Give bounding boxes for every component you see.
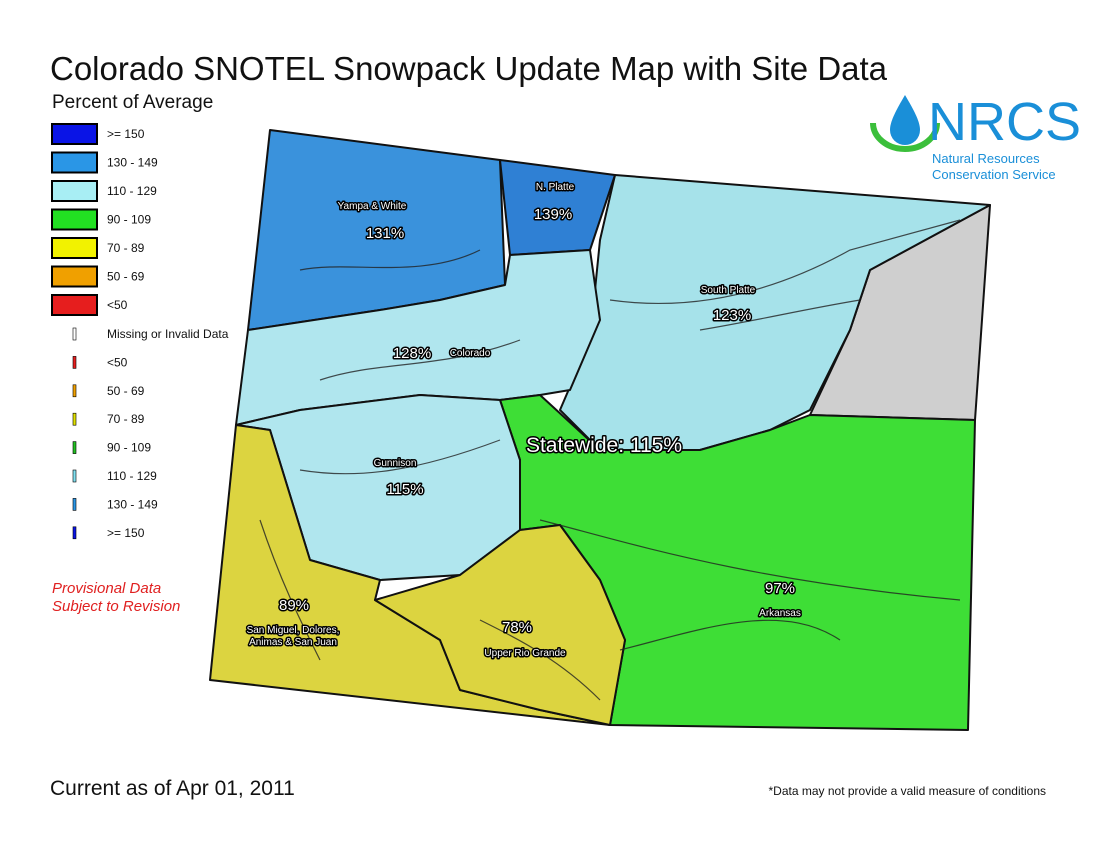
legend-site-marker: [72, 384, 77, 398]
logo-line: Conservation Service: [932, 167, 1056, 182]
legend-swatch: [51, 123, 98, 145]
legend-site-marker: [72, 441, 77, 454]
legend-label: <50: [107, 355, 128, 369]
logo: NRCS Natural Resources Conservation Serv…: [870, 92, 1081, 182]
legend-label: Missing or Invalid Data: [107, 327, 229, 341]
basin-name: Animas & San Juan: [249, 637, 337, 648]
legend-site-marker: [72, 412, 77, 426]
basin-percent: 139%: [534, 206, 572, 223]
legend-label: <50: [107, 298, 128, 312]
basin-name: Gunnison: [374, 458, 417, 469]
basin-name: Colorado: [450, 348, 491, 359]
logo-drop: [890, 95, 920, 145]
basin-name: Arkansas: [759, 608, 801, 619]
legend-label: 50 - 69: [107, 270, 145, 284]
legend-site-marker: [72, 498, 77, 511]
legend-site-marker: [72, 469, 77, 483]
notice: Subject to Revision: [52, 598, 180, 615]
map: Yampa & White 131% N. Platte 139% South Plat…: [209, 129, 991, 731]
basin-percent: 115%: [386, 481, 423, 498]
basin-name: Yampa & White: [338, 201, 407, 212]
basin-name: San Miguel, Dolores,: [247, 625, 340, 636]
statewide-label: Statewide: 115%: [526, 434, 682, 457]
legend-label: 90 - 109: [107, 441, 151, 455]
legend-swatch: [51, 237, 98, 259]
legend-site-marker: [72, 526, 77, 540]
legend-swatch: [51, 294, 98, 316]
basin-percent: 131%: [366, 225, 404, 242]
legend: >= 150 130 - 149 110 - 129 90 - 109 70 - 89 5…: [51, 123, 229, 540]
legend-label: 90 - 109: [107, 213, 151, 227]
legend-swatch: [51, 265, 98, 288]
footer-date: Current as of Apr 01, 2011: [50, 777, 295, 800]
legend-site-marker: [72, 356, 77, 369]
logo-line: Natural Resources: [932, 151, 1040, 166]
basin-percent: 123%: [713, 307, 751, 324]
legend-label: >= 150: [107, 127, 145, 141]
legend-label: 70 - 89: [107, 241, 145, 255]
basin-percent: 89%: [279, 597, 309, 614]
subtitle: Percent of Average: [52, 92, 213, 113]
basin: [374, 524, 626, 726]
logo-arc: [870, 122, 940, 152]
legend-label: 110 - 129: [107, 469, 157, 483]
legend-site-marker: [72, 327, 77, 341]
basin-percent: 78%: [502, 619, 532, 636]
basin-percent: 97%: [765, 580, 795, 597]
basin-name: N. Platte: [536, 182, 575, 193]
logo-name: NRCS: [928, 92, 1081, 152]
basin-percent: 128%: [393, 345, 431, 362]
rivers: [259, 219, 961, 701]
legend-label: 110 - 129: [107, 184, 157, 198]
legend-label: 70 - 89: [107, 412, 145, 426]
legend-label: 130 - 149: [107, 156, 158, 170]
basin-name: South Platte: [701, 285, 756, 296]
legend-label: >= 150: [107, 526, 145, 540]
legend-label: 130 - 149: [107, 497, 158, 511]
legend-swatch: [51, 208, 98, 231]
legend-label: 50 - 69: [107, 384, 145, 398]
footer-note: *Data may not provide a valid measure of…: [769, 784, 1046, 798]
title: Colorado SNOTEL Snowpack Update Map with…: [50, 50, 888, 87]
legend-swatch: [51, 151, 98, 174]
basin-name: Upper Rio Grande: [484, 648, 566, 659]
legend-swatch: [51, 180, 98, 202]
notice: Provisional Data: [52, 580, 161, 597]
